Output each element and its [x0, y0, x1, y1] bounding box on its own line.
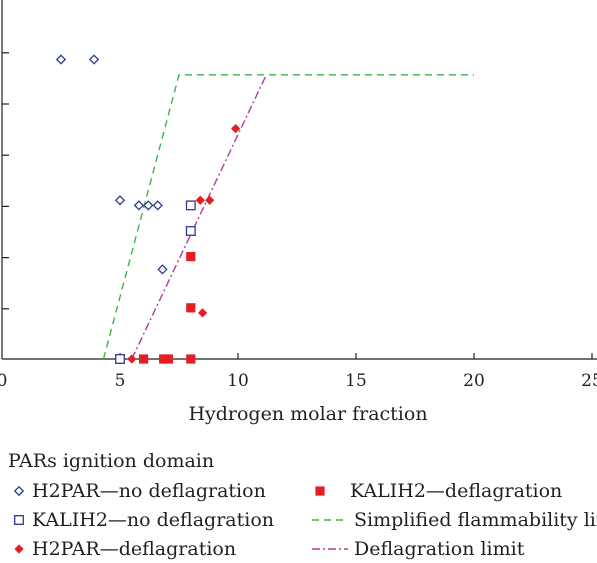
point-s2-0 — [231, 123, 241, 134]
x-tick-label-4: 20 — [463, 371, 485, 391]
point-s0-4 — [143, 200, 154, 211]
point-s3-1 — [186, 303, 196, 313]
point-s0-6 — [157, 264, 168, 275]
x-tick-label-1: 5 — [115, 371, 126, 391]
legend-swatch-1 — [14, 515, 24, 525]
point-s1-2 — [185, 226, 196, 236]
legend: PARs ignition domain H2PAR—no deflagrati… — [8, 450, 597, 560]
point-s0-5 — [152, 200, 163, 211]
point-s3-2 — [139, 354, 149, 364]
legend-label-4: Simplified flammability limit — [354, 509, 597, 531]
x-axis-label: Hydrogen molar fraction — [188, 403, 427, 425]
legend-swatch-0 — [13, 485, 25, 497]
legend-label-1: KALIH2—no deflagration — [32, 509, 274, 531]
legend-swatch-3 — [315, 486, 325, 496]
x-tick-label-5: 25 — [581, 371, 597, 391]
point-s0-1 — [88, 54, 100, 65]
legend-label-0: H2PAR—no deflagration — [32, 480, 266, 502]
point-s2-4 — [127, 354, 137, 364]
point-s3-5 — [186, 354, 196, 364]
series-line-4 — [102, 74, 474, 360]
point-s0-3 — [133, 200, 144, 211]
legend-label-2: H2PAR—deflagration — [32, 538, 236, 560]
legend-title: PARs ignition domain — [8, 450, 214, 472]
point-s3-4 — [163, 354, 173, 364]
x-tick-label-0: 0 — [0, 371, 7, 391]
point-s1-0 — [115, 354, 125, 364]
point-s2-1 — [195, 195, 205, 205]
point-s2-3 — [197, 308, 208, 318]
legend-label-5: Deflagration limit — [354, 538, 525, 560]
legend-label-3: KALIH2—deflagration — [350, 480, 562, 502]
series-lines — [102, 74, 474, 360]
series-points — [55, 54, 241, 364]
point-s3-0 — [186, 252, 196, 262]
x-tick-label-2: 10 — [227, 371, 249, 391]
point-s0-0 — [55, 54, 67, 65]
point-s0-2 — [114, 195, 126, 206]
series-line-5 — [131, 74, 267, 360]
point-s1-1 — [185, 200, 196, 211]
point-s2-2 — [205, 195, 215, 205]
x-tick-label-3: 15 — [345, 371, 367, 391]
axes: 0 5 10 15 20 25 — [0, 0, 597, 391]
legend-swatch-2 — [14, 544, 24, 554]
